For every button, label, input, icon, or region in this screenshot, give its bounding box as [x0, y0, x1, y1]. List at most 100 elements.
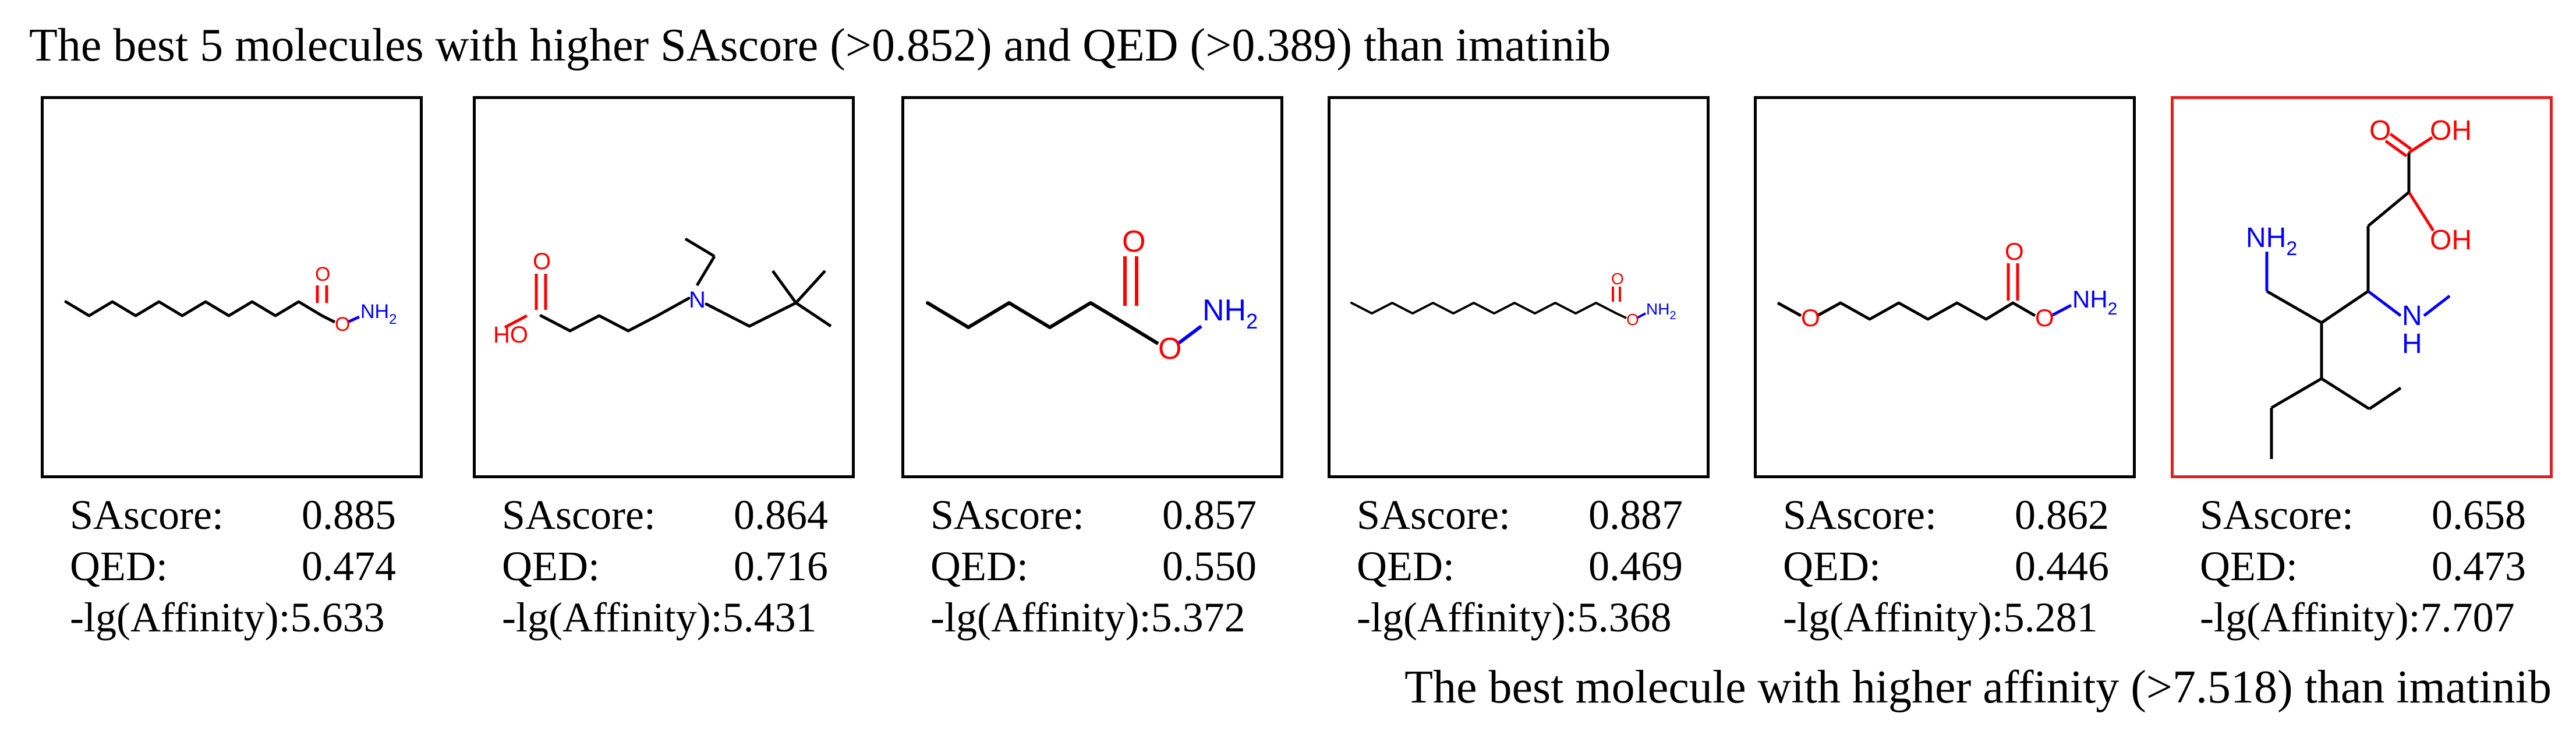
molecule-panel-4: O O NH2: [1328, 96, 1710, 478]
sascore-value: 0.857: [1162, 492, 1257, 538]
molecule-structure-5: O O O NH2: [1777, 238, 2117, 331]
carbon-bond: [2367, 191, 2410, 227]
molecule-structure-1: O O NH2: [64, 263, 397, 336]
amine-label: NH2: [2246, 223, 2297, 260]
carbon-backbone: [1839, 301, 2015, 321]
secondary-amine-h-label: H: [2402, 329, 2422, 359]
molecule-structure-6: O OH OH NH2 N H: [2246, 115, 2472, 459]
sascore-label: SAscore:: [70, 492, 224, 538]
oxygen-link-label: O: [1158, 332, 1181, 366]
affinity-value: 5.633: [290, 594, 385, 641]
affinity-label: -lg(Affinity):: [1357, 594, 1577, 641]
sascore-value: 0.864: [734, 492, 828, 538]
amine-label: NH2: [1646, 300, 1676, 322]
qed-value: 0.469: [1588, 543, 1683, 589]
ethyl-bond: [695, 255, 716, 287]
ethyl-bond: [2368, 386, 2402, 411]
oxygen-carbonyl-label: O: [1611, 270, 1624, 288]
stats-block-2: SAscore: 0.864 QED: 0.716 -lg(Affinity):5.…: [502, 489, 828, 643]
alcohol-bond: [2407, 191, 2435, 232]
molecule-panel-2: HO O N: [473, 96, 855, 478]
oxygen-carbonyl-label: O: [1122, 225, 1145, 259]
sascore-label: SAscore:: [1357, 492, 1510, 538]
oxygen-link-label: O: [2035, 304, 2054, 331]
nitrogen-label: N: [689, 287, 706, 313]
hydroxyl-bond: [504, 314, 528, 329]
stats-block-3: SAscore: 0.857 QED: 0.550 -lg(Affinity):5.…: [930, 489, 1257, 643]
oxygen-carbonyl-label: O: [533, 249, 551, 274]
ester-bond: [321, 314, 336, 324]
acid-hydroxyl-label: OH: [2430, 115, 2472, 146]
affinity-label: -lg(Affinity):: [2200, 594, 2421, 641]
hydroxyl-label: HO: [493, 322, 528, 348]
methyl-bond: [795, 270, 826, 304]
qed-label: QED:: [502, 543, 600, 589]
affinity-label: -lg(Affinity):: [502, 594, 723, 641]
molecule-panel-6-highlighted: O OH OH NH2 N H: [2171, 96, 2553, 478]
alkyl-chain: [926, 301, 1133, 329]
molecule-panel-5: O O O NH2: [1754, 96, 2136, 478]
secondary-amine-n-label: N: [2402, 301, 2422, 331]
c-n-bond: [2367, 290, 2402, 317]
affinity-value: 5.431: [722, 594, 817, 641]
qed-label: QED:: [70, 543, 168, 589]
o-n-bond: [2050, 303, 2072, 317]
molecule-panel-1: O O NH2: [41, 96, 423, 478]
amine-label: NH2: [2072, 285, 2117, 319]
molecule-structure-3: O O NH2: [926, 225, 1258, 366]
affinity-value: 5.281: [2003, 594, 2098, 641]
o-n-bond: [1177, 324, 1202, 345]
ethyl-bond: [2320, 377, 2370, 411]
sascore-label: SAscore:: [502, 492, 656, 538]
alcohol-hydroxyl-label: OH: [2430, 225, 2472, 256]
qed-label: QED:: [930, 543, 1028, 589]
qed-label: QED:: [1357, 543, 1455, 589]
stats-block-4: SAscore: 0.887 QED: 0.469 -lg(Affinity):5.…: [1357, 489, 1683, 643]
oxygen-ether-label: O: [1801, 304, 1820, 331]
qed-value: 0.446: [2015, 543, 2109, 589]
affinity-label: -lg(Affinity):: [1783, 594, 2004, 641]
sascore-value: 0.887: [1588, 492, 1683, 538]
qed-label: QED:: [2200, 543, 2298, 589]
carbonyl-bond: [2384, 139, 2408, 158]
sascore-label: SAscore:: [1783, 492, 1937, 538]
qed-value: 0.716: [734, 543, 828, 589]
molecule-structure-2: HO O N: [493, 237, 832, 348]
ethyl-bond: [684, 237, 716, 258]
stats-block-1: SAscore: 0.885 QED: 0.474 -lg(Affinity):5.…: [70, 489, 396, 643]
alkyl-chain: [1350, 302, 1618, 315]
carbon-bond: [2320, 289, 2369, 324]
alkyl-chain: [64, 300, 324, 317]
acid-hydroxyl-bond: [2408, 136, 2433, 154]
oxygen-carbonyl-label: O: [2369, 115, 2391, 146]
ester-bond: [1130, 326, 1159, 345]
ester-bond: [1616, 312, 1627, 319]
oxygen-carbonyl-label: O: [315, 263, 330, 285]
ethyl-bond: [2270, 377, 2323, 409]
bottom-caption: The best molecule with higher affinity (…: [1404, 662, 2552, 713]
carbon-backbone: [539, 296, 691, 333]
stats-block-6: SAscore: 0.658 QED: 0.473 -lg(Affinity):7.…: [2200, 489, 2526, 643]
n-methyl-bond: [2423, 295, 2451, 317]
molecule-panel-3: O O NH2: [901, 96, 1283, 478]
amine-label: NH2: [360, 301, 397, 327]
sascore-label: SAscore:: [930, 492, 1084, 538]
methoxy-bond: [1777, 301, 1802, 317]
affinity-value: 5.368: [1577, 594, 1672, 641]
sascore-value: 0.885: [302, 492, 396, 538]
o-n-bond: [1636, 312, 1646, 319]
carbonyl-bond: [2389, 132, 2412, 151]
molecule-structure-4: O O NH2: [1350, 270, 1676, 329]
qed-label: QED:: [1783, 543, 1881, 589]
carbon-bond: [2266, 289, 2323, 324]
stats-block-5: SAscore: 0.862 QED: 0.446 -lg(Affinity):5.…: [1783, 489, 2109, 643]
qed-value: 0.550: [1162, 543, 1257, 589]
ester-bond: [2012, 301, 2036, 317]
neopentyl-bond: [705, 301, 798, 328]
affinity-label: -lg(Affinity):: [70, 594, 291, 641]
oxygen-carbonyl-label: O: [2005, 238, 2024, 265]
affinity-value: 5.372: [1151, 594, 1245, 641]
amine-label: NH2: [1202, 294, 1258, 333]
sascore-value: 0.658: [2432, 492, 2526, 538]
methyl-bond: [771, 270, 798, 304]
